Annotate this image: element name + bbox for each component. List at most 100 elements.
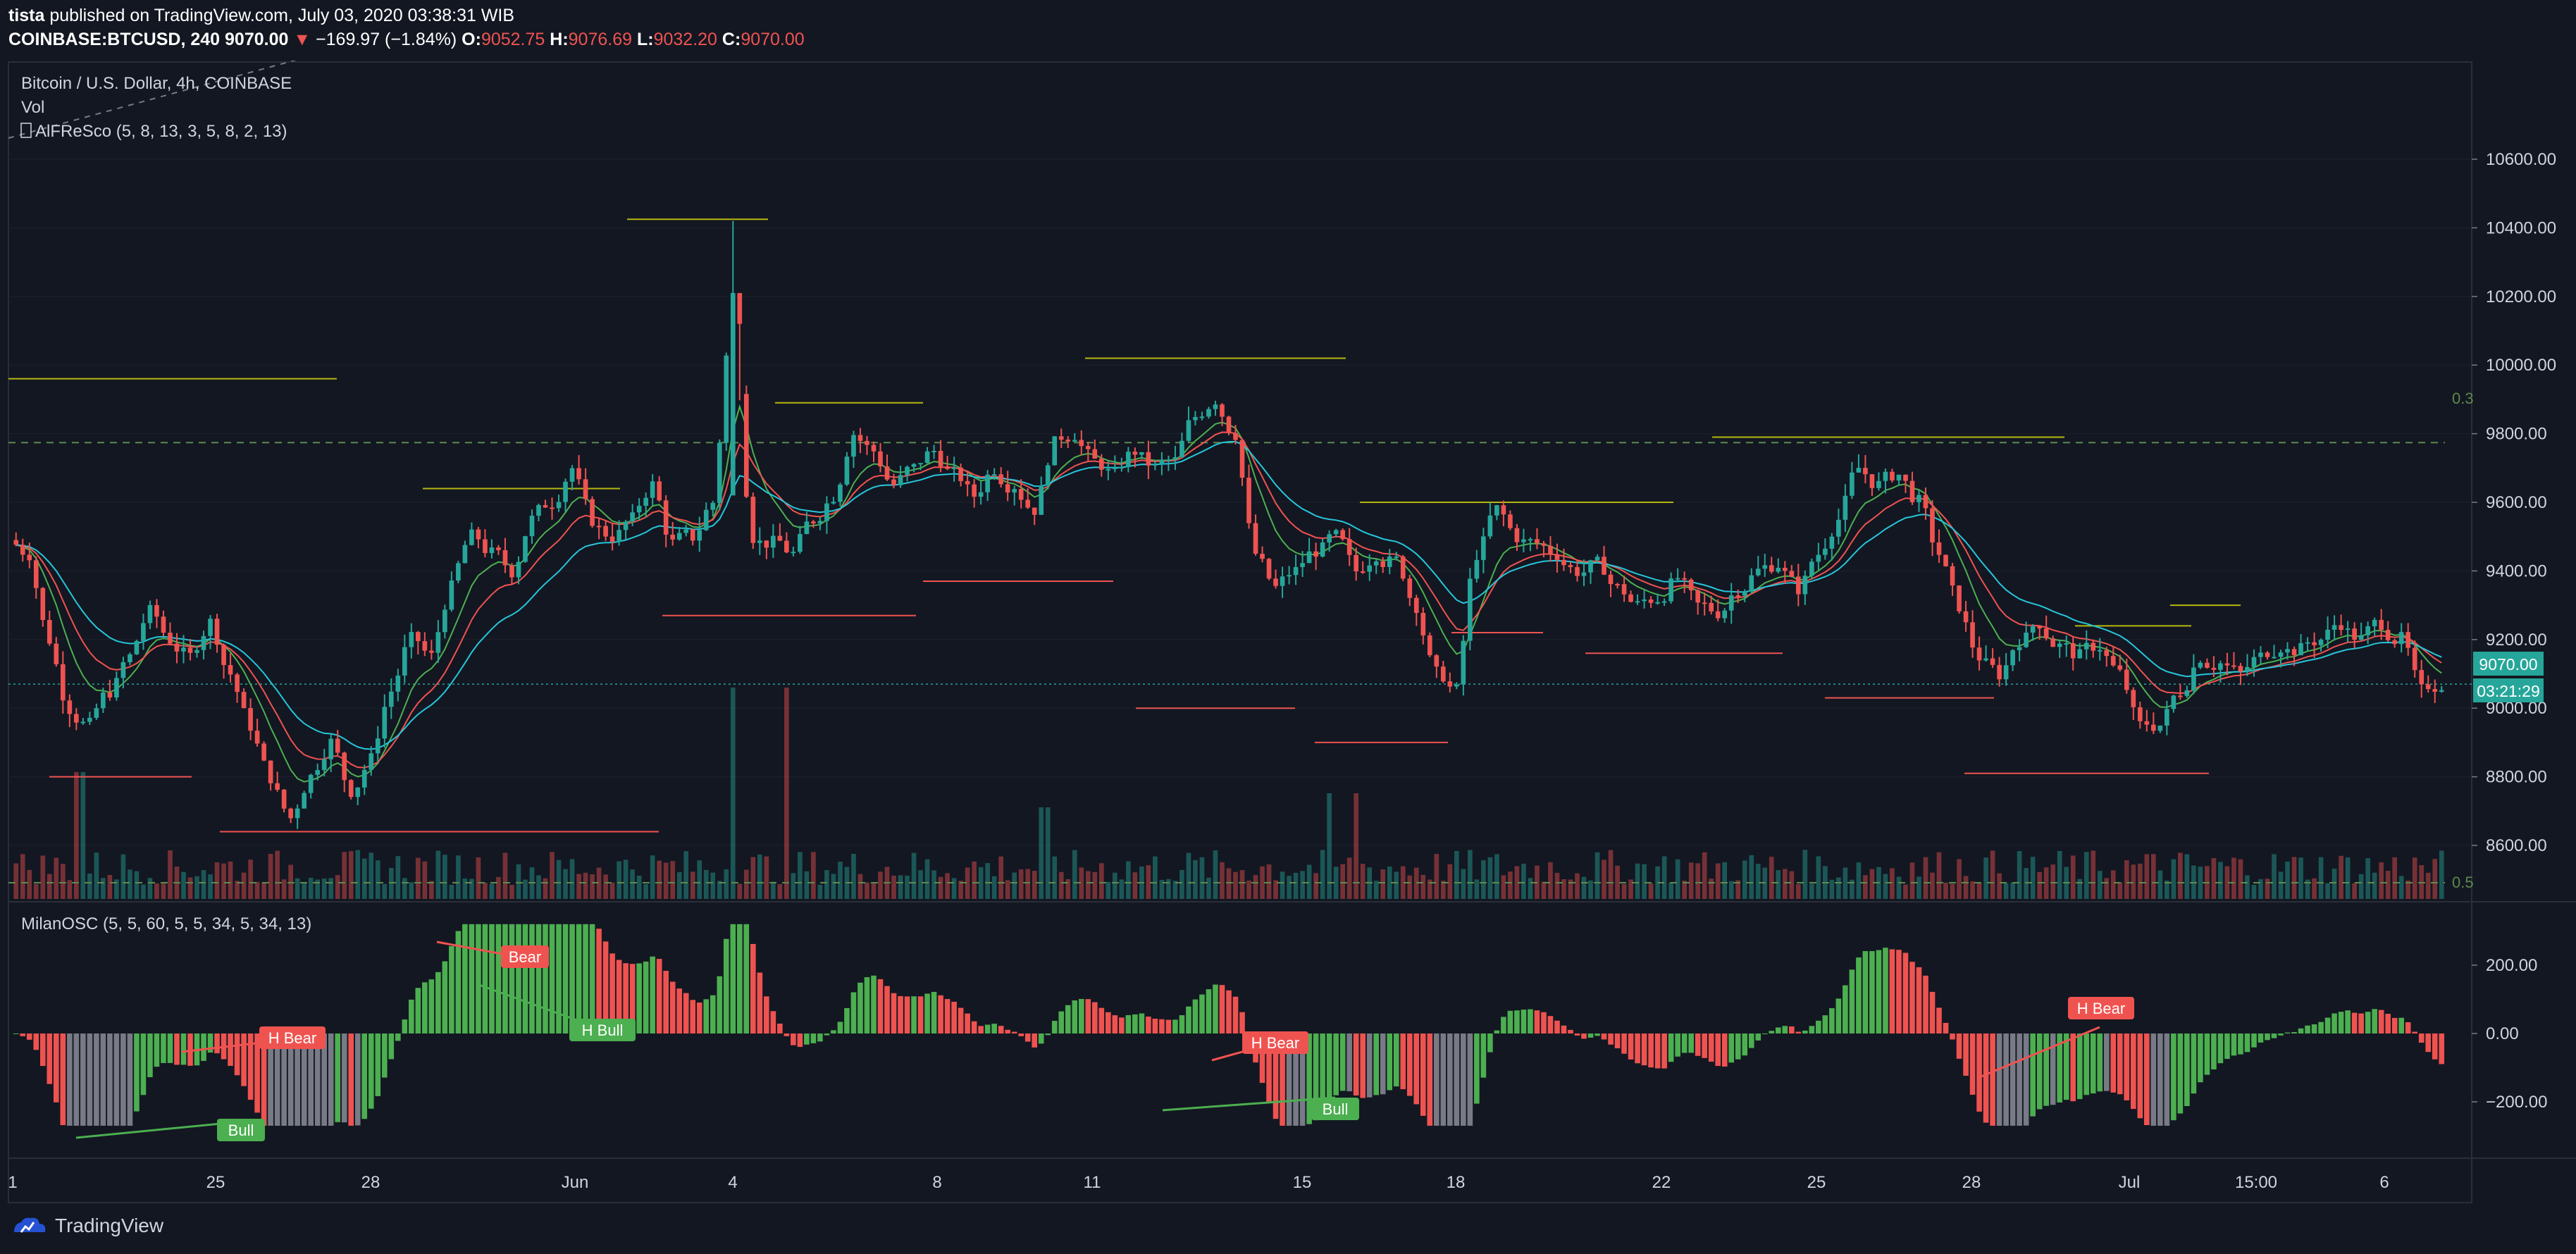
candle-body [1795, 576, 1801, 595]
volume-bar [2110, 870, 2116, 899]
volume-bar [1950, 883, 1955, 899]
candle-body [1085, 446, 1091, 449]
oscillator-bar [991, 1024, 997, 1033]
oscillator-bar [1213, 984, 1218, 1033]
grid-lines [8, 159, 2472, 846]
candle-body [630, 512, 635, 522]
volume-bar [2365, 858, 2370, 899]
oscillator-bar [1172, 1019, 1178, 1033]
oscillator-bar [1280, 1033, 1285, 1126]
oscillator-bar [167, 1033, 173, 1063]
oscillator-bar [1480, 1033, 1487, 1078]
oscillator-bar [837, 1022, 843, 1033]
oscillator-bar [402, 1019, 408, 1033]
candle-body [724, 355, 729, 443]
volume-bar [2278, 871, 2284, 899]
oscillator-bar [2204, 1033, 2210, 1075]
candle-body [235, 674, 240, 693]
candle-body [1903, 474, 1908, 481]
volume-bar [1809, 883, 1814, 899]
volume-bar [1233, 871, 1238, 899]
volume-bar [2265, 879, 2270, 899]
time-axis[interactable]: 1 25 28 Jun 4 8 11 15 18 22 25 28 Jul 15:00 6 [8, 1173, 2389, 1192]
price-tick-label: 10400.00 [2486, 218, 2556, 237]
oscillator-bar [1501, 1017, 1506, 1033]
volume-bar [416, 857, 421, 899]
oscillator-bar [368, 1033, 374, 1109]
fib-label-upper: 0.3 [2452, 390, 2474, 407]
candle-body [1755, 569, 1761, 576]
oscillator-bar [287, 1033, 294, 1126]
volume-bar [1615, 865, 1620, 899]
oscillator-bar [1547, 1016, 1554, 1033]
candle-body [435, 632, 441, 653]
candle-body [2405, 632, 2411, 648]
candle-body [2218, 663, 2223, 670]
oscillator-bar [1721, 1033, 1728, 1067]
candle-body [2224, 663, 2230, 666]
volume-bar [1682, 881, 1687, 899]
candle-body [1963, 611, 1969, 623]
chart-canvas[interactable]: 8600.008800.009000.009200.009400.009600.… [0, 61, 2576, 1205]
oscillator-bar [589, 924, 595, 1033]
candle-body [1950, 566, 1955, 586]
oscillator-bar [1936, 1007, 1942, 1033]
candlesticks[interactable] [13, 221, 2444, 829]
oscillator-bar [1635, 1033, 1640, 1064]
candle-body [2017, 647, 2022, 650]
volume-bar [2165, 880, 2169, 899]
volume-bar [1340, 864, 1345, 899]
oscillator-bar [1889, 949, 1895, 1033]
candle-body [750, 497, 756, 543]
oscillator-bar [1440, 1033, 1447, 1126]
volume-bar [1816, 856, 1821, 899]
divergence-line [75, 1120, 243, 1139]
oscillator-bar [1742, 1033, 1748, 1056]
candle-body [1521, 539, 1526, 542]
candle-body [1052, 436, 1058, 466]
candle-body [798, 534, 803, 552]
oscillator-bar [1654, 1033, 1661, 1069]
oscillator-bar [1112, 1015, 1118, 1033]
close-label: C: [722, 30, 741, 49]
oscillator-bar [743, 924, 750, 1033]
oscillator-bar [1769, 1031, 1775, 1033]
volume-bar [650, 855, 655, 899]
oscillator-bar [2265, 1033, 2270, 1041]
volume-bar [905, 876, 910, 899]
oscillator-bar [1373, 1033, 1380, 1095]
time-tick-label: 15:00 [2235, 1173, 2277, 1192]
volume-bar [40, 855, 46, 899]
volume-bar [2043, 867, 2049, 899]
footer-brand-text: TradingView [55, 1215, 164, 1236]
volume-bar [94, 852, 99, 899]
volume-bar [442, 855, 447, 899]
oscillator-bar [1239, 1012, 1245, 1033]
volume-bar [1126, 861, 1131, 899]
oscillator-bar [958, 1007, 964, 1033]
volume-bar [1561, 879, 1566, 899]
volume-bar [1474, 879, 1480, 899]
volume-bar [1936, 852, 1942, 899]
candle-body [2057, 643, 2062, 647]
volume-bar [402, 878, 407, 899]
oscillator-bar [489, 924, 495, 1033]
volume-bar [998, 856, 1004, 899]
volume-bar [878, 871, 883, 899]
candle-body [1896, 474, 1902, 480]
candle-body [2077, 649, 2083, 659]
oscillator-bar [1380, 1033, 1386, 1095]
oscillator-bar [1320, 1033, 1325, 1113]
oscillator-bar [1608, 1033, 1614, 1045]
volume-bar [1554, 872, 1560, 899]
oscillator-bar [750, 943, 756, 1033]
candle-body [1018, 489, 1024, 500]
candle-body [60, 664, 66, 701]
candle-body [1166, 459, 1171, 461]
publisher-name[interactable]: tista [8, 6, 45, 25]
volume-bar [2398, 876, 2404, 899]
oscillator-bar [1313, 1033, 1319, 1121]
tradingview-brand[interactable]: TradingView [11, 1215, 163, 1237]
oscillator-bar [2224, 1033, 2230, 1060]
legend-title: Bitcoin / U.S. Dollar, 4h, COINBASE [21, 74, 292, 93]
